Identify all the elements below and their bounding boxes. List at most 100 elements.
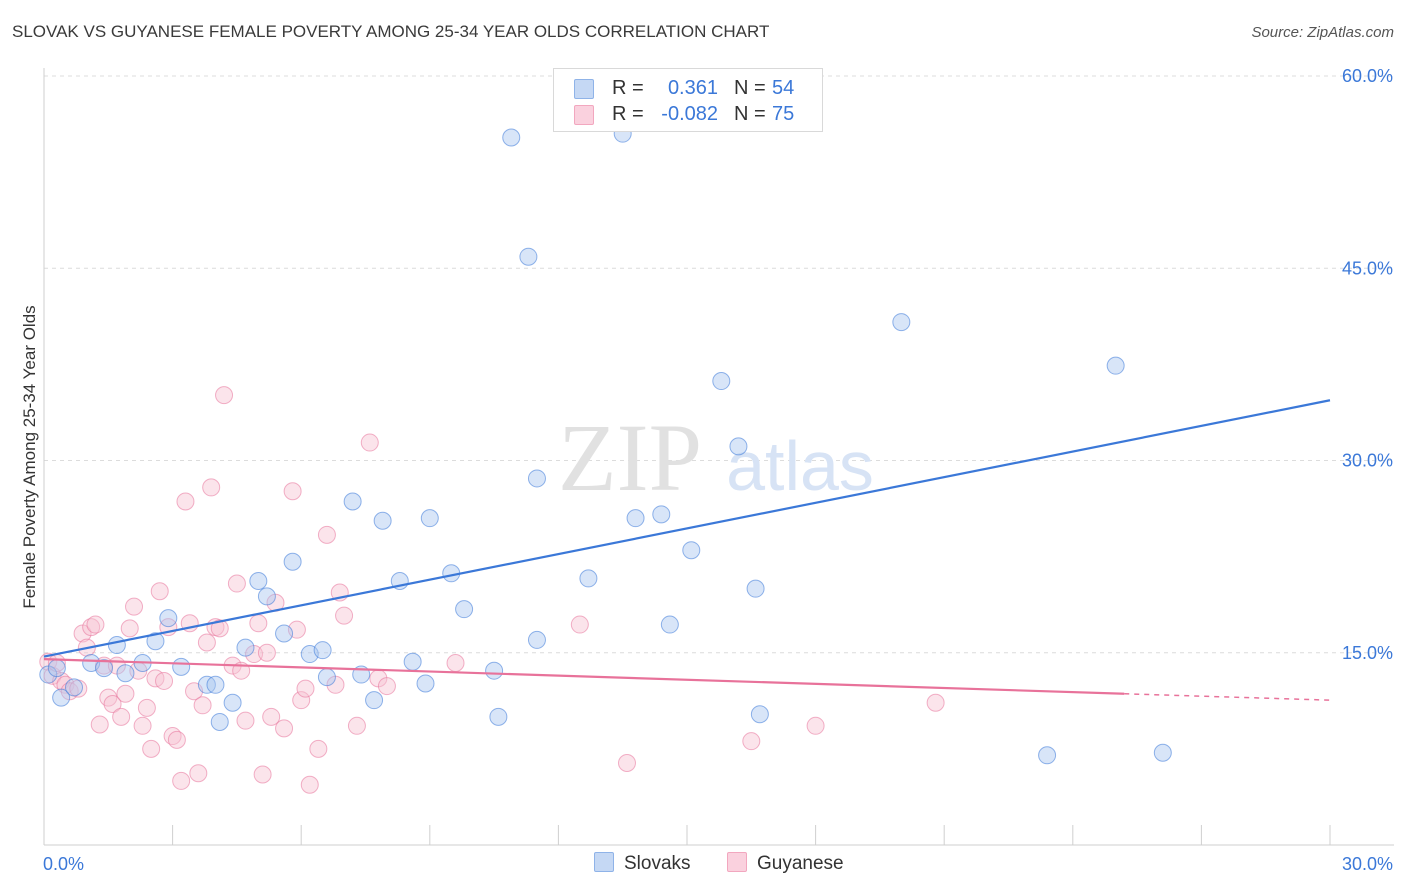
point-slovaks [223, 693, 242, 712]
point-guyanese [155, 671, 174, 690]
point-slovaks [712, 372, 731, 391]
stats-row-guyanese: R = -0.082 N = 75 [554, 101, 822, 127]
point-slovaks [146, 632, 165, 651]
tick-labels: 15.0% 30.0% 45.0% 60.0% 0.0% 30.0% [43, 66, 1393, 874]
point-guyanese [112, 707, 131, 726]
y-tick-label: 15.0% [1342, 643, 1393, 663]
slovaks-swatch [574, 79, 594, 99]
point-slovaks [95, 659, 114, 678]
point-guyanese [283, 482, 302, 501]
point-guyanese [227, 574, 246, 593]
point-slovaks [746, 579, 765, 598]
trend-line-guyanese-extension [1124, 693, 1331, 701]
point-guyanese [742, 732, 761, 751]
point-slovaks [729, 437, 748, 456]
point-slovaks [373, 511, 392, 530]
legend-label-slovaks: Slovaks [624, 853, 691, 874]
point-guyanese [296, 679, 315, 698]
point-slovaks [750, 705, 769, 724]
watermark: ZIP atlas [558, 404, 874, 511]
point-slovaks [579, 569, 598, 588]
point-guyanese [210, 619, 229, 638]
point-guyanese [137, 698, 156, 717]
point-slovaks [519, 247, 538, 266]
trend-lines [43, 399, 1331, 701]
point-slovaks [343, 492, 362, 511]
point-guyanese [292, 691, 311, 710]
point-slovaks [420, 509, 439, 528]
point-slovaks [317, 668, 336, 687]
point-guyanese [249, 614, 268, 633]
point-slovaks [416, 674, 435, 693]
point-guyanese [116, 684, 135, 703]
point-slovaks [892, 313, 911, 332]
point-guyanese [142, 739, 161, 758]
point-guyanese [150, 582, 169, 601]
point-guyanese [197, 633, 216, 652]
point-slovaks [455, 600, 474, 619]
guyanese-legend-swatch [727, 852, 747, 872]
point-guyanese [253, 765, 272, 784]
point-guyanese [103, 695, 122, 714]
point-slovaks [275, 624, 294, 643]
point-slovaks [257, 587, 276, 606]
stats-legend: R = 0.361 N = 54 R = -0.082 N = 75 [553, 68, 823, 132]
point-guyanese [202, 478, 221, 497]
point-slovaks [660, 615, 679, 634]
source-label: Source: ZipAtlas.com [1251, 24, 1394, 41]
stats-row-slovaks: R = 0.361 N = 54 [554, 75, 822, 101]
y-tick-label: 45.0% [1342, 258, 1393, 278]
y-tick-label: 30.0% [1342, 451, 1393, 471]
point-guyanese [236, 711, 255, 730]
point-guyanese [257, 643, 276, 662]
legend-item-guyanese: Guyanese [727, 852, 844, 876]
point-slovaks [52, 688, 71, 707]
point-guyanese [300, 775, 319, 794]
point-guyanese [125, 597, 144, 616]
point-slovaks [489, 707, 508, 726]
point-slovaks [249, 571, 268, 590]
r-label: R = [612, 77, 644, 99]
n-label: N = [734, 103, 766, 125]
series-guyanese-points [39, 386, 945, 794]
point-guyanese [172, 771, 191, 790]
point-guyanese [262, 707, 281, 726]
point-slovaks [283, 552, 302, 571]
point-guyanese [215, 386, 234, 405]
r-value: -0.082 [661, 103, 718, 125]
chart-title: SLOVAK VS GUYANESE FEMALE POVERTY AMONG … [12, 22, 770, 41]
point-guyanese [309, 739, 328, 758]
y-axis-label: Female Poverty Among 25-34 Year Olds [20, 305, 39, 609]
point-slovaks [159, 609, 178, 628]
point-guyanese [377, 677, 396, 696]
watermark-zip: ZIP [558, 404, 702, 511]
series-slovaks-points [39, 75, 1172, 765]
point-slovaks [527, 630, 546, 649]
point-slovaks [626, 509, 645, 528]
point-slovaks [485, 661, 504, 680]
x-tick-label: 30.0% [1342, 854, 1393, 874]
watermark-atlas: atlas [726, 427, 874, 505]
point-guyanese [189, 764, 208, 783]
legend-item-slovaks: Slovaks [594, 852, 691, 876]
point-slovaks [206, 675, 225, 694]
point-guyanese [193, 696, 212, 715]
n-value: 54 [772, 77, 795, 99]
point-slovaks [47, 659, 66, 678]
n-value: 75 [772, 103, 795, 125]
trend-line-guyanese [43, 658, 1125, 695]
point-slovaks [365, 691, 384, 710]
axes [43, 68, 1394, 846]
grid-lines [44, 75, 1394, 654]
r-value: 0.361 [667, 77, 718, 99]
point-slovaks [1153, 743, 1172, 762]
point-guyanese [335, 606, 354, 625]
point-guyanese [926, 693, 945, 712]
point-slovaks [172, 657, 191, 676]
point-slovaks [107, 636, 126, 655]
point-guyanese [120, 619, 139, 638]
x-tick-label: 0.0% [43, 854, 84, 874]
point-guyanese [347, 716, 366, 735]
point-slovaks [652, 505, 671, 524]
